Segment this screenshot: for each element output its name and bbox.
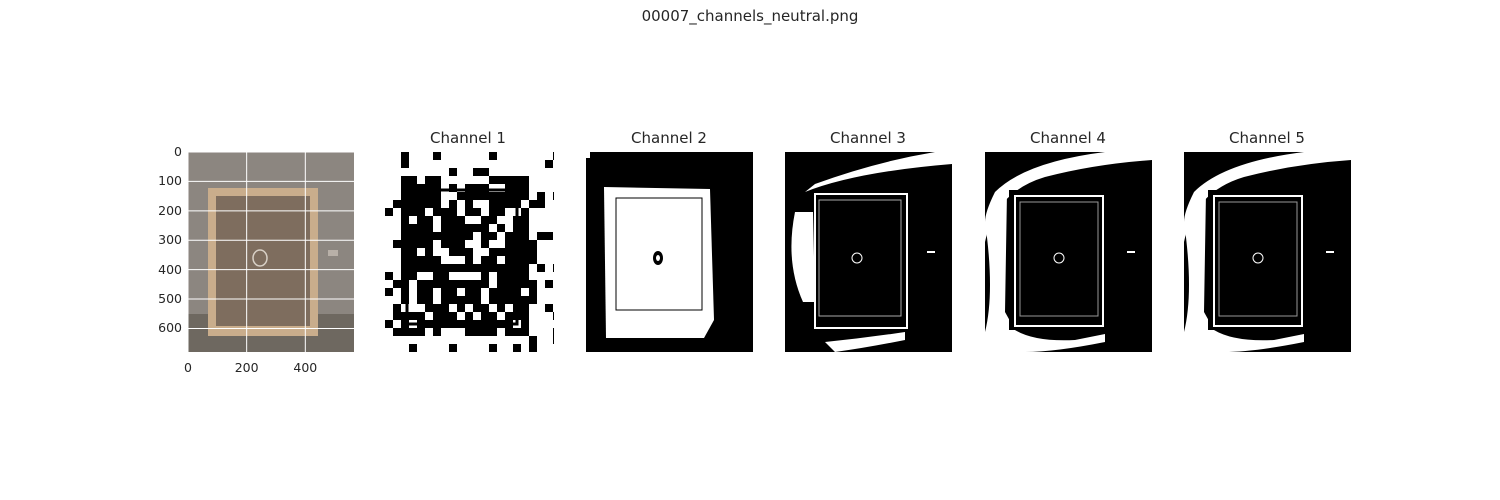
image-grid xyxy=(188,152,354,352)
channel-1-image xyxy=(385,152,554,352)
channel-4-image xyxy=(985,152,1152,352)
channel-5-mask xyxy=(1184,152,1351,352)
channel-2-mask xyxy=(586,152,753,352)
channel-4-title: Channel 4 xyxy=(1030,129,1106,147)
y-tick-label: 0 xyxy=(174,144,182,159)
channel-2-title: Channel 2 xyxy=(631,129,707,147)
x-tick-label: 200 xyxy=(234,360,259,375)
channel-3-image xyxy=(785,152,952,352)
channel-5-image xyxy=(1184,152,1351,352)
channel-3-title: Channel 3 xyxy=(830,129,906,147)
original-image xyxy=(188,152,354,352)
y-tick-label: 400 xyxy=(158,261,182,277)
x-tick-label: 400 xyxy=(293,360,318,375)
channel-5-title: Channel 5 xyxy=(1229,129,1305,147)
figure-suptitle: 00007_channels_neutral.png xyxy=(641,7,859,25)
y-tick-label: 100 xyxy=(158,173,182,189)
channel-3-mask xyxy=(785,152,952,352)
x-tick-label: 0 xyxy=(184,360,192,375)
y-tick-label: 200 xyxy=(158,202,182,218)
original-image-panel xyxy=(188,152,354,352)
channel-1-title: Channel 1 xyxy=(430,129,506,147)
channel-4-mask xyxy=(985,152,1152,352)
y-tick-label: 600 xyxy=(158,320,182,336)
y-tick-label: 500 xyxy=(158,291,182,307)
channel-1-mask xyxy=(385,152,554,352)
y-tick-label: 300 xyxy=(158,232,182,248)
channel-2-image xyxy=(586,152,753,352)
